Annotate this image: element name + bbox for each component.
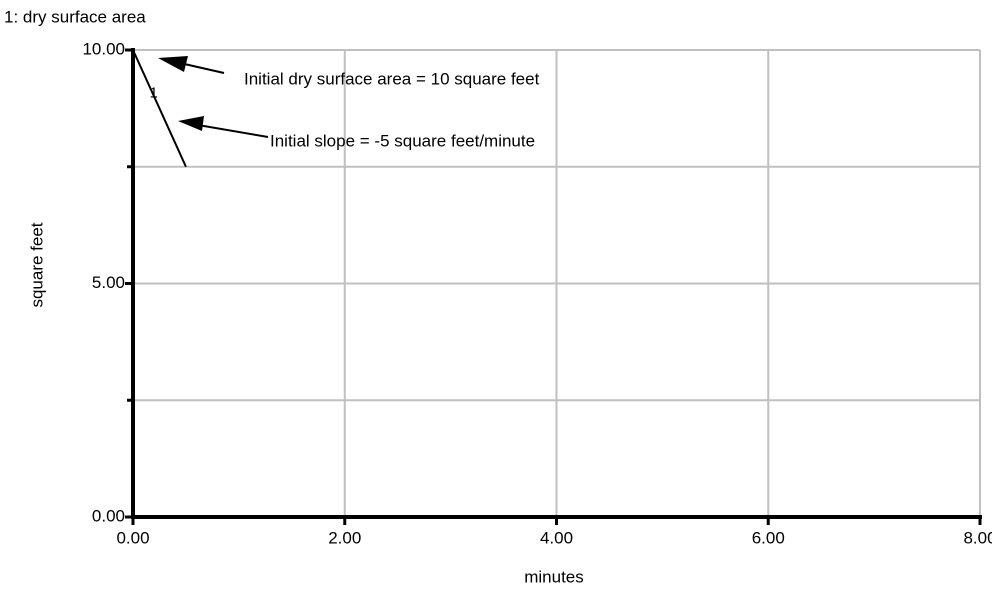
x-axis-label: minutes	[524, 567, 584, 586]
annotation-arrow	[179, 62, 225, 74]
x-tick-label: 6.00	[752, 528, 785, 547]
chart-title: 1: dry surface area	[4, 7, 146, 26]
annotation-arrow	[197, 124, 269, 138]
y-tick-label: 0.00	[92, 506, 125, 525]
arrowhead	[158, 56, 188, 72]
x-tick-label: 2.00	[328, 528, 361, 547]
arrowhead	[178, 116, 204, 131]
x-tick-label: 8.00	[963, 528, 992, 547]
x-tick-label: 4.00	[540, 528, 573, 547]
marks	[132, 49, 187, 168]
series-line	[132, 49, 187, 168]
y-axis-label: square feet	[27, 222, 46, 307]
annotation: Initial dry surface area = 10 square fee…	[244, 69, 540, 88]
y-tick-label: 5.00	[92, 273, 125, 292]
annotation: Initial slope = -5 square feet/minute	[270, 131, 535, 150]
series-label: 1	[149, 84, 157, 101]
y-tick-label: 10.00	[82, 39, 125, 58]
grid	[133, 49, 981, 517]
x-tick-label: 0.00	[116, 528, 149, 547]
